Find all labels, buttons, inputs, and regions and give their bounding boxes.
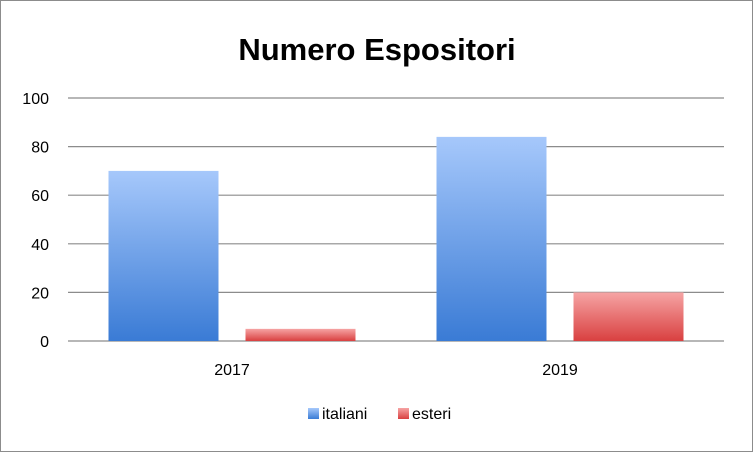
bars (108, 136, 684, 341)
legend-swatch-italiani (308, 408, 319, 419)
y-tick-label: 40 (31, 237, 49, 254)
legend-swatch-esteri (398, 408, 409, 419)
bar-italiani-2019 (436, 136, 547, 341)
y-axis-ticks: 0 20 40 60 80 100 (22, 91, 49, 351)
y-tick-label: 20 (31, 285, 49, 302)
legend-label-esteri: esteri (412, 406, 451, 423)
y-tick-label: 100 (22, 91, 49, 108)
x-tick-label: 2019 (542, 362, 578, 379)
y-tick-label: 60 (31, 188, 49, 205)
bar-esteri-2019 (573, 292, 684, 341)
x-axis-ticks: 2017 2019 (214, 362, 578, 379)
bar-italiani-2017 (108, 170, 219, 341)
legend: italiani esteri (308, 406, 451, 423)
y-tick-label: 0 (40, 334, 49, 351)
y-tick-label: 80 (31, 140, 49, 157)
x-tick-label: 2017 (214, 362, 250, 379)
bar-esteri-2017 (245, 328, 356, 341)
chart-title: Numero Espositori (238, 32, 515, 67)
legend-label-italiani: italiani (322, 406, 367, 423)
